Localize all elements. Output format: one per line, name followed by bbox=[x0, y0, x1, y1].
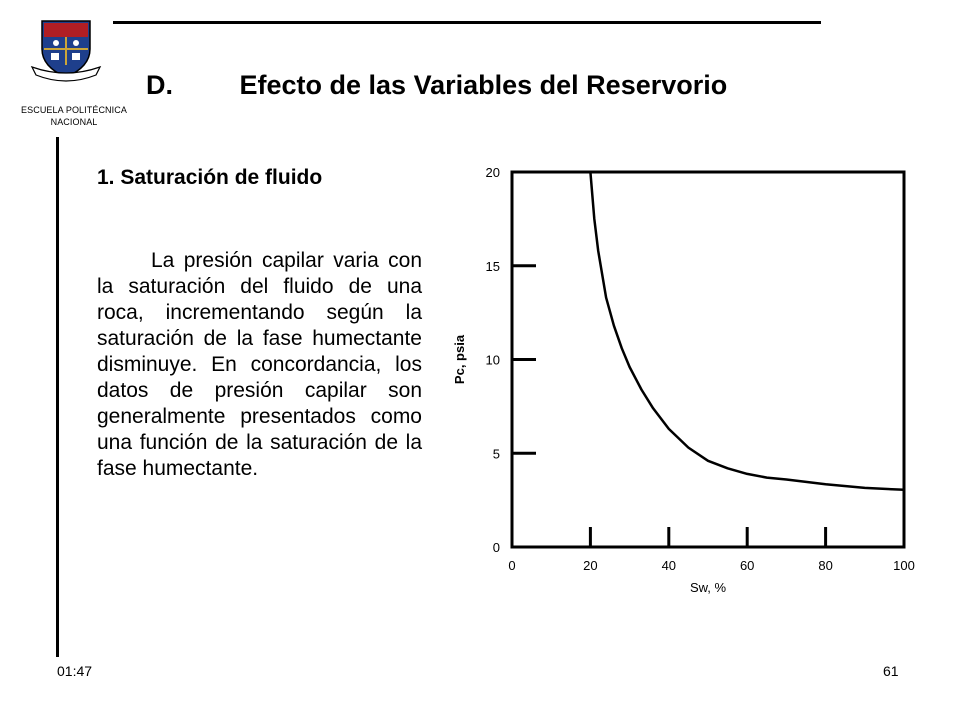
y-tick-label: 5 bbox=[493, 446, 500, 461]
y-axis-label: Pc, psia bbox=[452, 334, 467, 384]
data-point bbox=[593, 218, 596, 220]
data-point bbox=[687, 446, 690, 449]
data-point bbox=[824, 483, 827, 485]
section-subtitle: 1. Saturación de fluido bbox=[97, 166, 323, 189]
data-point bbox=[628, 366, 631, 368]
data-point bbox=[746, 473, 748, 475]
slide-title-letter: D. bbox=[146, 70, 173, 100]
capillary-pressure-chart: 0 5 10 15 20 0 20 40 60 80 100 Sw, % Pc, psia bbox=[452, 165, 915, 595]
y-tick-label: 0 bbox=[493, 540, 500, 555]
body-paragraph: La presión capilar varia con la saturaci… bbox=[97, 249, 422, 480]
data-point bbox=[707, 459, 709, 462]
logo-top-panel bbox=[44, 23, 88, 37]
data-point bbox=[597, 249, 600, 252]
left-divider-line bbox=[56, 137, 59, 657]
x-tick-label: 100 bbox=[893, 558, 915, 573]
x-tick-label: 40 bbox=[662, 558, 676, 573]
x-tick-label: 80 bbox=[818, 558, 832, 573]
slide-title-text: Efecto de las Variables del Reservorio bbox=[239, 70, 728, 100]
y-tick-label: 15 bbox=[486, 259, 500, 274]
slide-title: D. Efecto de las Variables del Reservori… bbox=[146, 70, 727, 101]
x-tick-label: 60 bbox=[740, 558, 754, 573]
data-point bbox=[589, 171, 592, 173]
y-tick-label: 20 bbox=[486, 165, 500, 180]
logo-ribbon bbox=[30, 65, 102, 82]
y-tick-label: 10 bbox=[486, 353, 500, 368]
data-point bbox=[652, 407, 654, 410]
institution-logo bbox=[30, 20, 102, 82]
data-point bbox=[668, 428, 670, 430]
top-divider-line bbox=[113, 21, 821, 24]
data-point bbox=[766, 476, 768, 479]
plot-frame bbox=[510, 170, 906, 549]
data-point bbox=[605, 296, 607, 299]
x-tick-label: 20 bbox=[583, 558, 597, 573]
pc-sw-curve bbox=[589, 171, 905, 492]
data-point bbox=[640, 388, 643, 391]
x-tick-label: 0 bbox=[508, 558, 515, 573]
data-point bbox=[864, 487, 866, 489]
footer-page-number: 61 bbox=[883, 663, 899, 679]
footer-time: 01:47 bbox=[57, 663, 93, 679]
institution-name: ESCUELA POLITÉCNICA NACIONAL bbox=[21, 105, 127, 127]
data-point bbox=[613, 324, 615, 327]
data-point bbox=[903, 489, 905, 491]
data-point bbox=[726, 467, 729, 470]
data-point bbox=[785, 478, 788, 481]
x-axis-label: Sw, % bbox=[690, 580, 727, 595]
data-point bbox=[620, 347, 623, 350]
